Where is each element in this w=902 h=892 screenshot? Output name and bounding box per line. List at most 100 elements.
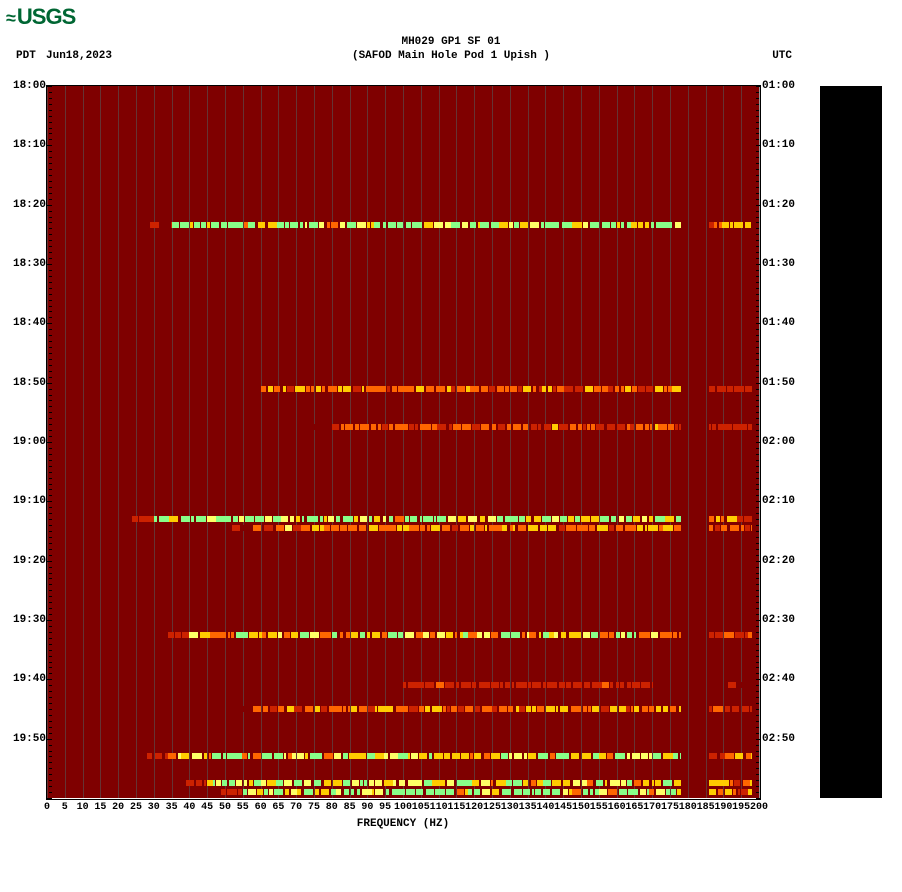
gridline [492, 86, 493, 798]
x-tick: 70 [290, 802, 302, 813]
x-tick: 50 [219, 802, 231, 813]
gridline [136, 86, 137, 798]
spectrogram-plot [47, 86, 759, 798]
gridline [617, 86, 618, 798]
title-line-1: MH029 GP1 SF 01 [0, 36, 902, 48]
x-tick: 145 [554, 802, 572, 813]
x-tick: 105 [412, 802, 430, 813]
x-tick: 30 [148, 802, 160, 813]
x-tick: 10 [77, 802, 89, 813]
x-tick: 100 [394, 802, 412, 813]
y-tick-right: 01:10 [762, 139, 804, 151]
gridline [599, 86, 600, 798]
x-tick: 15 [94, 802, 106, 813]
gridline [189, 86, 190, 798]
gridline [581, 86, 582, 798]
x-tick: 140 [536, 802, 554, 813]
x-axis: FREQUENCY (HZ) 0510152025303540455055606… [47, 800, 759, 830]
gridline [456, 86, 457, 798]
x-tick: 195 [732, 802, 750, 813]
x-tick: 25 [130, 802, 142, 813]
usgs-logo-text: USGS [17, 4, 75, 29]
gridline [83, 86, 84, 798]
gridline [243, 86, 244, 798]
x-tick: 135 [519, 802, 537, 813]
x-tick: 165 [625, 802, 643, 813]
spectrogram-event-band [47, 753, 759, 759]
gridline [439, 86, 440, 798]
gridline [706, 86, 707, 798]
gridline [100, 86, 101, 798]
x-tick: 160 [608, 802, 626, 813]
x-tick: 95 [379, 802, 391, 813]
x-tick: 45 [201, 802, 213, 813]
x-tick: 20 [112, 802, 124, 813]
date-label: Jun18,2023 [46, 50, 112, 62]
spectrogram-event-band [47, 424, 759, 430]
y-tick-left: 18:40 [6, 317, 46, 329]
y-tick-left: 18:10 [6, 139, 46, 151]
spectrogram-event-band [47, 516, 759, 522]
x-tick: 155 [590, 802, 608, 813]
spectrogram-event-band [47, 682, 759, 688]
y-tick-left: 18:50 [6, 377, 46, 389]
y-tick-left: 18:20 [6, 199, 46, 211]
x-tick: 150 [572, 802, 590, 813]
gridline [741, 86, 742, 798]
x-tick: 85 [344, 802, 356, 813]
x-tick: 0 [44, 802, 50, 813]
gridline [688, 86, 689, 798]
gridline [670, 86, 671, 798]
gridline [545, 86, 546, 798]
gridline [403, 86, 404, 798]
gridline [296, 86, 297, 798]
y-axis-right: 01:0001:1001:2001:3001:4001:5002:0002:10… [762, 80, 804, 804]
x-tick: 55 [237, 802, 249, 813]
y-tick-left: 19:40 [6, 673, 46, 685]
y-tick-right: 01:40 [762, 317, 804, 329]
gridline [510, 86, 511, 798]
gridline [207, 86, 208, 798]
x-tick: 35 [166, 802, 178, 813]
gridline [278, 86, 279, 798]
y-tick-right: 02:40 [762, 673, 804, 685]
usgs-logo: ≈USGS [6, 4, 75, 30]
x-tick: 190 [714, 802, 732, 813]
x-tick: 180 [679, 802, 697, 813]
spectrogram-event-band [47, 525, 759, 531]
spectrogram-event-band [47, 706, 759, 712]
x-tick: 110 [430, 802, 448, 813]
gridline [261, 86, 262, 798]
y-tick-left: 18:30 [6, 258, 46, 270]
x-tick: 5 [62, 802, 68, 813]
gridline [314, 86, 315, 798]
x-tick: 75 [308, 802, 320, 813]
gridline [385, 86, 386, 798]
gridline [563, 86, 564, 798]
left-timezone-label: PDT [16, 50, 36, 62]
gridline [421, 86, 422, 798]
spectrogram-event-band [47, 222, 759, 228]
gridline [528, 86, 529, 798]
x-tick: 115 [447, 802, 465, 813]
right-timezone-label: UTC [772, 50, 792, 62]
gridline [172, 86, 173, 798]
y-tick-right: 01:20 [762, 199, 804, 211]
x-tick: 120 [465, 802, 483, 813]
x-tick: 90 [361, 802, 373, 813]
colorbar [820, 86, 882, 798]
x-tick: 185 [697, 802, 715, 813]
gridline [118, 86, 119, 798]
x-tick: 65 [272, 802, 284, 813]
y-tick-left: 19:10 [6, 495, 46, 507]
y-tick-left: 19:50 [6, 733, 46, 745]
gridline [350, 86, 351, 798]
y-tick-left: 19:30 [6, 614, 46, 626]
y-tick-right: 01:50 [762, 377, 804, 389]
y-tick-right: 02:20 [762, 555, 804, 567]
x-tick: 60 [255, 802, 267, 813]
gridline [652, 86, 653, 798]
title-line-2: (SAFOD Main Hole Pod 1 Upish ) [0, 50, 902, 62]
x-tick: 125 [483, 802, 501, 813]
spectrogram-event-band [47, 789, 759, 795]
